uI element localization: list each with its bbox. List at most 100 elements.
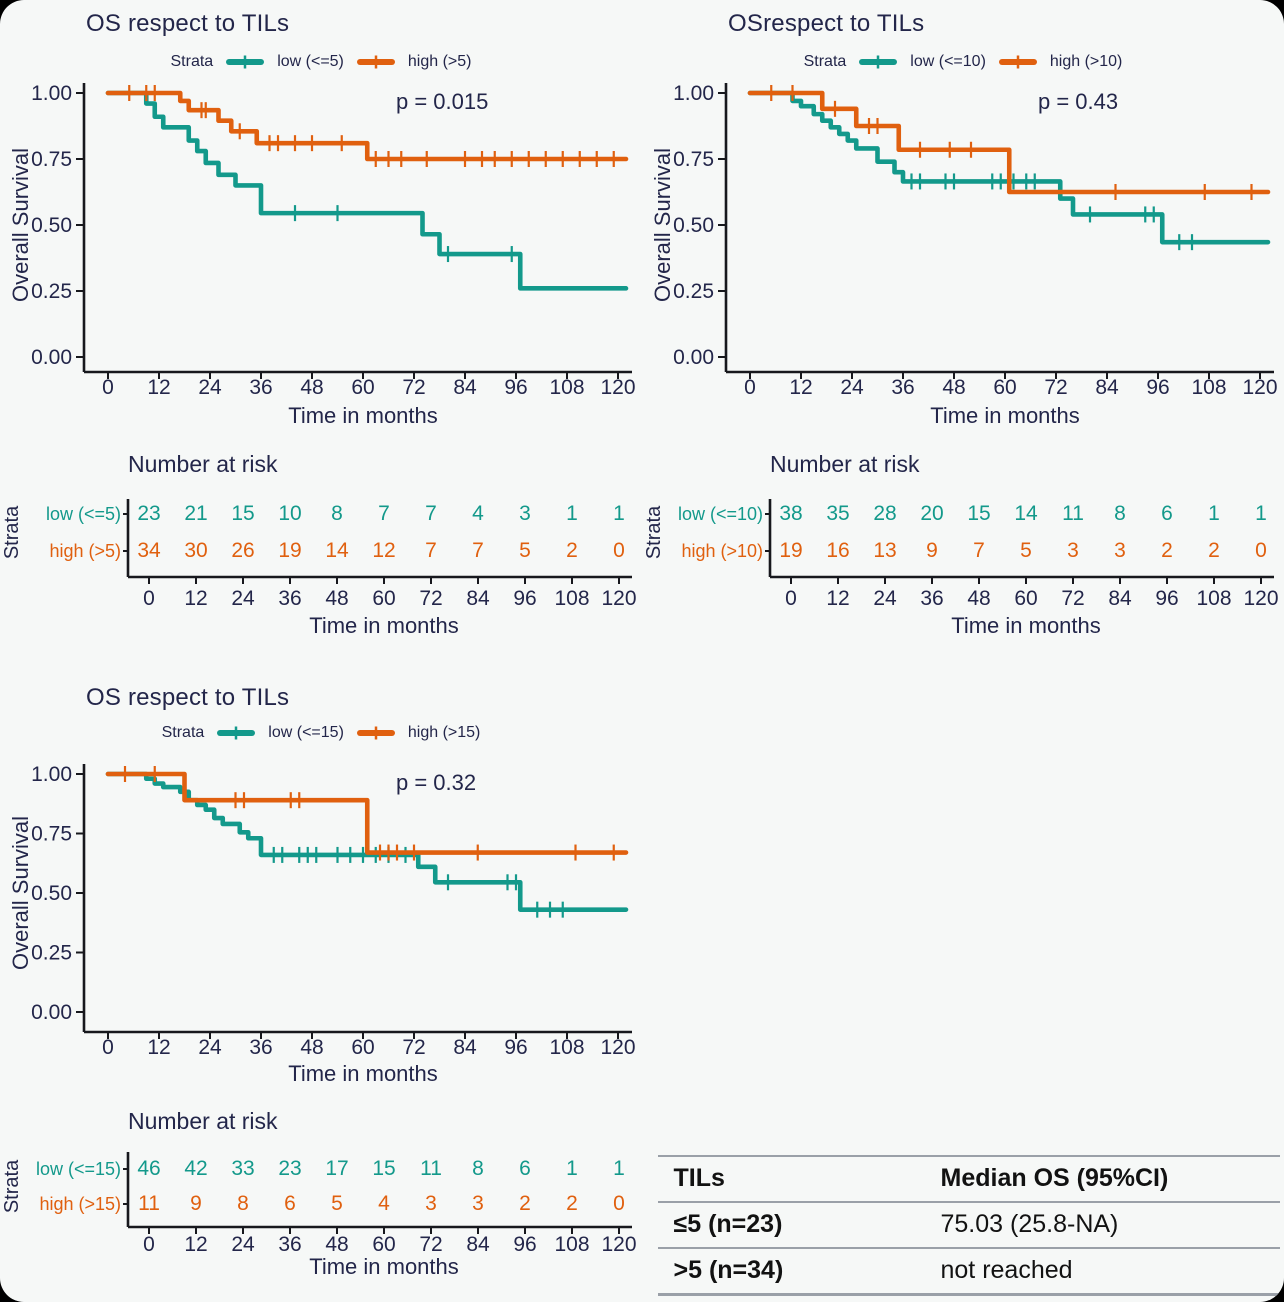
svg-text:2: 2 bbox=[1161, 539, 1173, 562]
svg-text:7: 7 bbox=[973, 539, 985, 562]
svg-text:36: 36 bbox=[249, 1036, 272, 1059]
svg-text:Number at risk: Number at risk bbox=[128, 451, 278, 477]
km-chart-svg: 0.000.250.500.751.000 12 24 36 48 60 72 84 96 108… bbox=[1, 763, 637, 1278]
svg-text:0: 0 bbox=[613, 1192, 625, 1215]
panel-title: OS respect to TILs bbox=[86, 10, 290, 37]
svg-text:36: 36 bbox=[278, 587, 301, 610]
svg-text:3: 3 bbox=[519, 502, 531, 525]
km-panel-tils5: OS respect to TILs Strata low (<=5) high… bbox=[0, 0, 642, 676]
svg-text:2: 2 bbox=[519, 1192, 531, 1215]
svg-text:low (<=10): low (<=10) bbox=[678, 504, 763, 524]
svg-text:11: 11 bbox=[420, 1157, 442, 1180]
svg-text:0.75: 0.75 bbox=[673, 148, 714, 171]
svg-text:72: 72 bbox=[402, 1036, 425, 1059]
legend: Strata low (<=10) high (>10) bbox=[642, 51, 1284, 73]
km-panel-tils10: OSrespect to TILs Strata low (<=10) high… bbox=[642, 0, 1284, 676]
svg-text:4: 4 bbox=[472, 502, 484, 525]
svg-text:low (<=5): low (<=5) bbox=[46, 504, 121, 524]
svg-text:8: 8 bbox=[237, 1192, 249, 1215]
svg-text:10: 10 bbox=[278, 502, 301, 525]
svg-text:8: 8 bbox=[331, 502, 343, 525]
svg-text:48: 48 bbox=[300, 1036, 323, 1059]
svg-text:Time in months: Time in months bbox=[930, 403, 1080, 428]
svg-text:120: 120 bbox=[1242, 376, 1277, 399]
legend-key-low-icon bbox=[217, 725, 256, 741]
svg-text:5: 5 bbox=[331, 1192, 343, 1215]
svg-text:96: 96 bbox=[1146, 376, 1169, 399]
svg-text:72: 72 bbox=[419, 1233, 442, 1256]
svg-text:16: 16 bbox=[826, 539, 849, 562]
svg-text:0.25: 0.25 bbox=[31, 280, 72, 303]
svg-text:36: 36 bbox=[920, 587, 943, 610]
svg-text:Strata: Strata bbox=[1, 505, 23, 559]
svg-text:60: 60 bbox=[351, 1036, 374, 1059]
svg-text:0: 0 bbox=[785, 587, 797, 610]
svg-text:36: 36 bbox=[249, 376, 272, 399]
svg-text:108: 108 bbox=[554, 587, 589, 610]
table-cell-median: 75.03 (25.8-NA) bbox=[924, 1202, 1280, 1249]
km-panel-tils15: OS respect to TILs Strata low (<=15) hig… bbox=[0, 676, 642, 1302]
svg-text:0: 0 bbox=[744, 376, 756, 399]
panel-title: OS respect to TILs bbox=[86, 684, 290, 711]
svg-text:72: 72 bbox=[402, 376, 425, 399]
svg-text:8: 8 bbox=[472, 1157, 484, 1180]
svg-text:Number at risk: Number at risk bbox=[128, 1108, 278, 1134]
svg-text:96: 96 bbox=[513, 1233, 536, 1256]
table-header-median-os: Median OS (95%CI) bbox=[924, 1156, 1280, 1203]
legend: Strata low (<=5) high (>5) bbox=[0, 51, 642, 73]
svg-text:33: 33 bbox=[231, 1157, 254, 1180]
svg-text:6: 6 bbox=[284, 1192, 296, 1215]
svg-text:24: 24 bbox=[840, 376, 864, 399]
svg-text:60: 60 bbox=[993, 376, 1016, 399]
svg-text:3: 3 bbox=[1114, 539, 1126, 562]
svg-text:108: 108 bbox=[1191, 376, 1226, 399]
svg-text:high (>10): high (>10) bbox=[681, 541, 763, 561]
svg-text:Strata: Strata bbox=[643, 505, 665, 559]
svg-text:120: 120 bbox=[600, 376, 635, 399]
svg-text:0.50: 0.50 bbox=[31, 214, 72, 237]
svg-text:0: 0 bbox=[102, 376, 114, 399]
svg-text:high (>5): high (>5) bbox=[49, 541, 121, 561]
svg-text:8: 8 bbox=[1114, 502, 1126, 525]
svg-text:12: 12 bbox=[372, 539, 395, 562]
svg-text:0.50: 0.50 bbox=[31, 882, 72, 905]
legend-key-low-icon bbox=[859, 54, 898, 70]
svg-text:108: 108 bbox=[549, 376, 584, 399]
svg-text:120: 120 bbox=[1243, 587, 1278, 610]
svg-text:12: 12 bbox=[789, 376, 812, 399]
legend-label-high: high (>5) bbox=[407, 53, 472, 70]
legend-label-low: low (<=10) bbox=[910, 53, 986, 70]
svg-text:60: 60 bbox=[372, 1233, 395, 1256]
svg-text:15: 15 bbox=[372, 1157, 395, 1180]
svg-text:96: 96 bbox=[513, 587, 536, 610]
svg-text:12: 12 bbox=[147, 1036, 170, 1059]
svg-text:84: 84 bbox=[466, 1233, 490, 1256]
svg-text:2: 2 bbox=[566, 539, 578, 562]
legend-label-high: high (>15) bbox=[407, 724, 481, 741]
svg-text:3: 3 bbox=[425, 1192, 437, 1215]
svg-text:3: 3 bbox=[1067, 539, 1079, 562]
legend: Strata low (<=15) high (>15) bbox=[0, 722, 642, 744]
svg-text:0.25: 0.25 bbox=[673, 280, 714, 303]
svg-text:24: 24 bbox=[198, 376, 222, 399]
legend-key-low-icon bbox=[226, 54, 265, 70]
svg-text:low (<=15): low (<=15) bbox=[36, 1159, 121, 1179]
svg-text:96: 96 bbox=[504, 1036, 527, 1059]
svg-text:26: 26 bbox=[231, 539, 254, 562]
km-chart-svg: 0.000.250.500.751.000 12 24 36 48 60 72 84 96 108… bbox=[643, 82, 1279, 638]
svg-text:6: 6 bbox=[1161, 502, 1173, 525]
svg-text:13: 13 bbox=[873, 539, 896, 562]
svg-text:24: 24 bbox=[231, 1233, 255, 1256]
svg-text:48: 48 bbox=[942, 376, 965, 399]
svg-text:2: 2 bbox=[566, 1192, 578, 1215]
svg-text:12: 12 bbox=[147, 376, 170, 399]
svg-text:5: 5 bbox=[519, 539, 531, 562]
svg-text:0: 0 bbox=[143, 1233, 155, 1256]
svg-text:19: 19 bbox=[278, 539, 301, 562]
svg-text:15: 15 bbox=[967, 502, 990, 525]
svg-text:14: 14 bbox=[1014, 502, 1038, 525]
svg-text:1: 1 bbox=[566, 1157, 578, 1180]
svg-text:12: 12 bbox=[184, 1233, 207, 1256]
table-row: >5 (n=34) not reached bbox=[658, 1248, 1280, 1295]
svg-text:120: 120 bbox=[601, 587, 636, 610]
